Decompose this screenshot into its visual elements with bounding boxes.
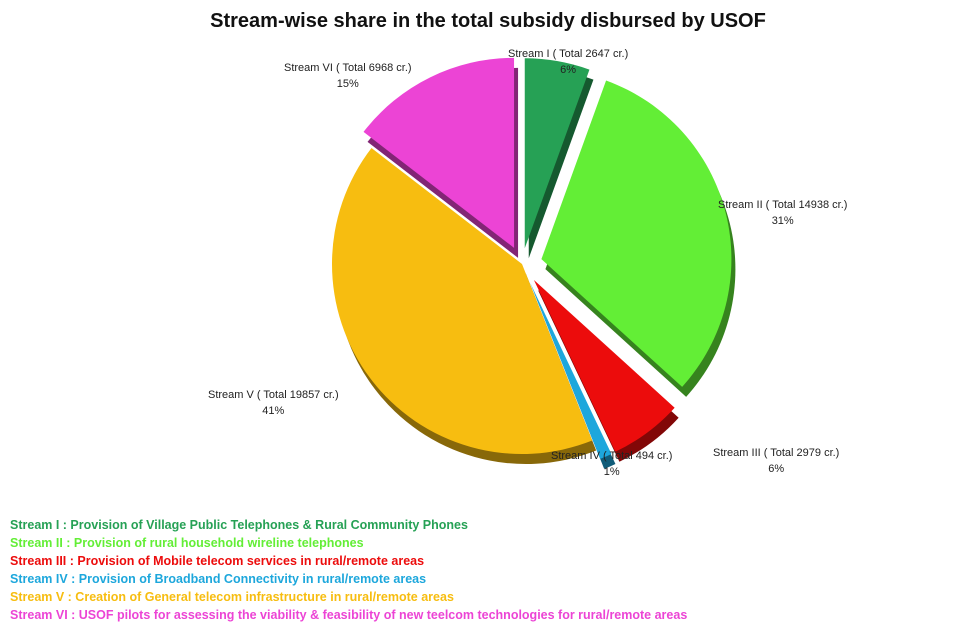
legend-item-stream-6: Stream VI : USOF pilots for assessing th… — [10, 608, 688, 622]
slice-stream-vi — [363, 57, 515, 248]
slice-stream-iii — [533, 280, 675, 452]
pie-slices-layer — [331, 57, 732, 459]
legend: Stream I : Provision of Village Public T… — [10, 516, 687, 624]
slice-label-stream-4: Stream IV ( Total 494 cr.) 1% — [551, 450, 673, 478]
slice-stream-v — [331, 148, 593, 455]
slice-stream-iv — [529, 282, 612, 459]
chart-title: Stream-wise share in the total subsidy d… — [210, 10, 766, 32]
legend-item-stream-4: Stream IV : Provision of Broadband Conne… — [10, 572, 427, 586]
legend-item-stream-3: Stream III : Provision of Mobile telecom… — [10, 554, 425, 568]
slice-label-stream-3: Stream III ( Total 2979 cr.) 6% — [713, 447, 840, 475]
legend-item-stream-1: Stream I : Provision of Village Public T… — [10, 518, 468, 532]
slice-stream-i — [524, 58, 590, 249]
slice-label-stream-2: Stream II ( Total 14938 cr.) 31% — [718, 199, 848, 227]
slice-label-stream-6: Stream VI ( Total 6968 cr.) 15% — [284, 62, 412, 90]
slice-label-stream-1: Stream I ( Total 2647 cr.) 6% — [508, 48, 629, 76]
legend-item-stream-5: Stream V : Creation of General telecom i… — [10, 590, 454, 604]
slice-label-stream-5: Stream V ( Total 19857 cr.) 41% — [208, 389, 339, 417]
legend-item-stream-2: Stream II : Provision of rural household… — [10, 536, 364, 550]
slice-stream-ii — [541, 80, 732, 387]
